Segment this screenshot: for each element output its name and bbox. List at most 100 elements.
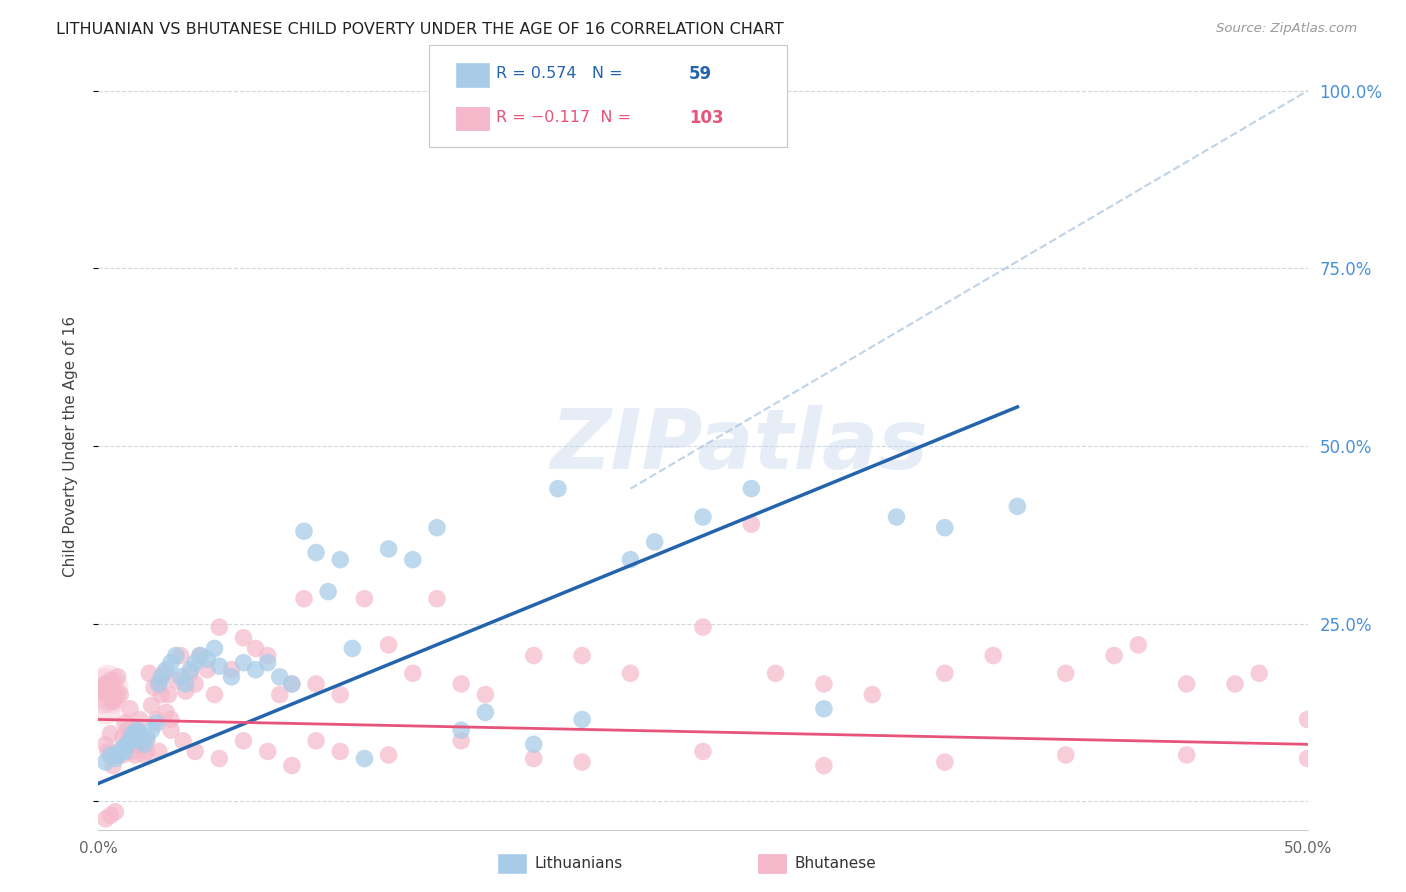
Point [169,670,191,684]
Point [107,670,129,684]
Text: ZIPatlas: ZIPatlas [550,406,928,486]
Point [184,656,207,670]
Point [256,656,278,670]
Point [135,733,157,747]
Point [97,744,120,758]
Point [426,521,449,535]
Point [619,666,641,681]
Point [128,726,150,740]
Text: LITHUANIAN VS BHUTANESE CHILD POVERTY UNDER THE AGE OF 16 CORRELATION CHART: LITHUANIAN VS BHUTANESE CHILD POVERTY UN… [56,22,785,37]
Point [426,591,449,606]
Point [150,688,173,702]
Point [179,666,201,681]
Point [114,744,136,758]
Point [148,744,170,758]
Point [157,688,180,702]
Text: 103: 103 [689,109,724,127]
Point [523,751,546,765]
Point [160,656,183,670]
Point [100,747,122,762]
Point [97,673,120,688]
Point [305,677,328,691]
Point [571,755,593,769]
Point [860,688,883,702]
Point [292,591,315,606]
Point [174,677,197,691]
Point [934,755,956,769]
Point [134,737,156,751]
Point [195,663,218,677]
Point [934,521,956,535]
Point [256,648,278,663]
Point [165,648,187,663]
Point [1249,666,1271,681]
Point [160,723,183,738]
Point [619,552,641,566]
Point [740,482,762,496]
Point [188,648,211,663]
Point [148,677,170,691]
Point [152,666,174,681]
Text: 59: 59 [689,65,711,83]
Point [232,631,254,645]
Point [143,681,166,695]
Point [1296,713,1319,727]
Point [571,648,593,663]
Point [148,677,170,691]
Point [174,684,197,698]
Point [195,652,218,666]
Point [1128,638,1150,652]
Point [131,733,153,747]
Point [221,663,243,677]
Point [934,666,956,681]
Point [692,744,714,758]
Point [188,648,211,663]
Point [377,638,399,652]
Point [114,716,136,731]
Point [765,666,787,681]
Point [232,656,254,670]
Point [269,670,291,684]
Point [1223,677,1246,691]
Point [523,648,546,663]
Point [981,648,1004,663]
Point [547,482,569,496]
Point [1175,747,1198,762]
Point [204,641,226,656]
Point [94,755,117,769]
Point [692,510,714,524]
Point [692,620,714,634]
Point [402,666,425,681]
Point [94,812,117,826]
Point [329,688,352,702]
Point [305,545,328,559]
Point [160,713,183,727]
Point [204,688,226,702]
Point [94,737,117,751]
Point [145,716,167,731]
Point [127,723,149,738]
Point [740,517,762,532]
Point [127,723,149,738]
Point [104,691,127,706]
Point [97,688,120,702]
Text: R = 0.574   N =: R = 0.574 N = [496,66,628,81]
Point [353,751,375,765]
Point [111,747,134,762]
Point [184,744,207,758]
Point [1296,751,1319,765]
Point [281,677,304,691]
Point [118,702,141,716]
Point [813,702,835,716]
Point [118,733,141,747]
Point [135,744,157,758]
Point [97,684,120,698]
Point [124,737,146,751]
Point [208,751,231,765]
Point [107,747,129,762]
Point [402,552,425,566]
Point [474,688,496,702]
Point [101,758,124,772]
Point [329,552,352,566]
Point [474,706,496,720]
